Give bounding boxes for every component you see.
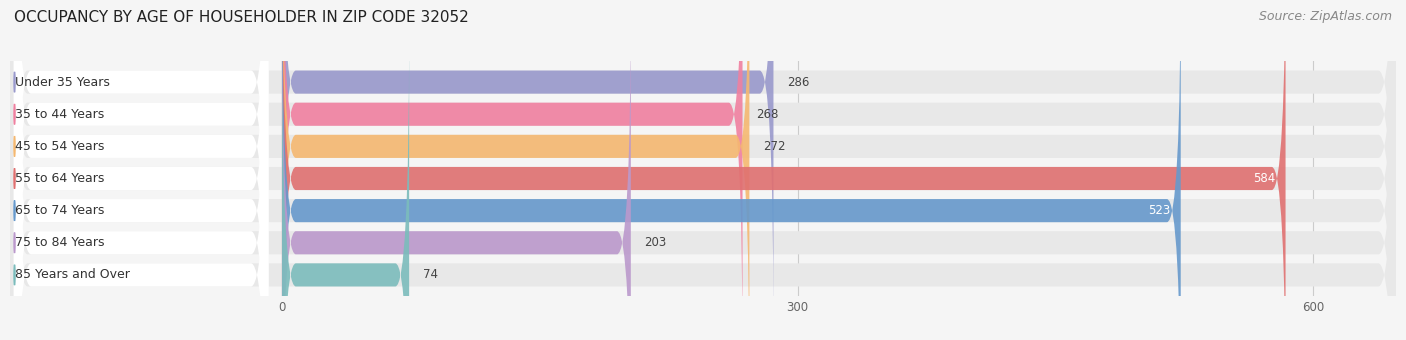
Text: Under 35 Years: Under 35 Years: [15, 75, 110, 89]
FancyBboxPatch shape: [14, 0, 269, 340]
Text: 584: 584: [1253, 172, 1275, 185]
Text: 268: 268: [756, 108, 779, 121]
Text: Source: ZipAtlas.com: Source: ZipAtlas.com: [1258, 10, 1392, 23]
FancyBboxPatch shape: [283, 0, 1285, 340]
FancyBboxPatch shape: [14, 0, 269, 340]
Text: 286: 286: [787, 75, 810, 89]
FancyBboxPatch shape: [14, 0, 269, 340]
FancyBboxPatch shape: [10, 0, 1396, 340]
FancyBboxPatch shape: [10, 0, 1396, 340]
FancyBboxPatch shape: [283, 0, 1181, 340]
FancyBboxPatch shape: [10, 0, 1396, 340]
Text: 85 Years and Over: 85 Years and Over: [15, 268, 129, 282]
FancyBboxPatch shape: [10, 0, 1396, 340]
Text: 523: 523: [1149, 204, 1170, 217]
Text: 272: 272: [763, 140, 786, 153]
FancyBboxPatch shape: [283, 0, 742, 340]
FancyBboxPatch shape: [14, 0, 269, 340]
FancyBboxPatch shape: [283, 0, 773, 328]
Text: 45 to 54 Years: 45 to 54 Years: [15, 140, 104, 153]
Text: 65 to 74 Years: 65 to 74 Years: [15, 204, 104, 217]
Text: 55 to 64 Years: 55 to 64 Years: [15, 172, 104, 185]
FancyBboxPatch shape: [14, 0, 269, 340]
Text: OCCUPANCY BY AGE OF HOUSEHOLDER IN ZIP CODE 32052: OCCUPANCY BY AGE OF HOUSEHOLDER IN ZIP C…: [14, 10, 468, 25]
Text: 203: 203: [644, 236, 666, 249]
FancyBboxPatch shape: [14, 0, 269, 340]
FancyBboxPatch shape: [10, 0, 1396, 340]
Text: 74: 74: [423, 268, 437, 282]
FancyBboxPatch shape: [283, 0, 631, 340]
Text: 35 to 44 Years: 35 to 44 Years: [15, 108, 104, 121]
FancyBboxPatch shape: [283, 29, 409, 340]
Text: 75 to 84 Years: 75 to 84 Years: [15, 236, 104, 249]
FancyBboxPatch shape: [10, 0, 1396, 340]
FancyBboxPatch shape: [10, 0, 1396, 340]
FancyBboxPatch shape: [14, 0, 269, 340]
FancyBboxPatch shape: [283, 0, 749, 340]
